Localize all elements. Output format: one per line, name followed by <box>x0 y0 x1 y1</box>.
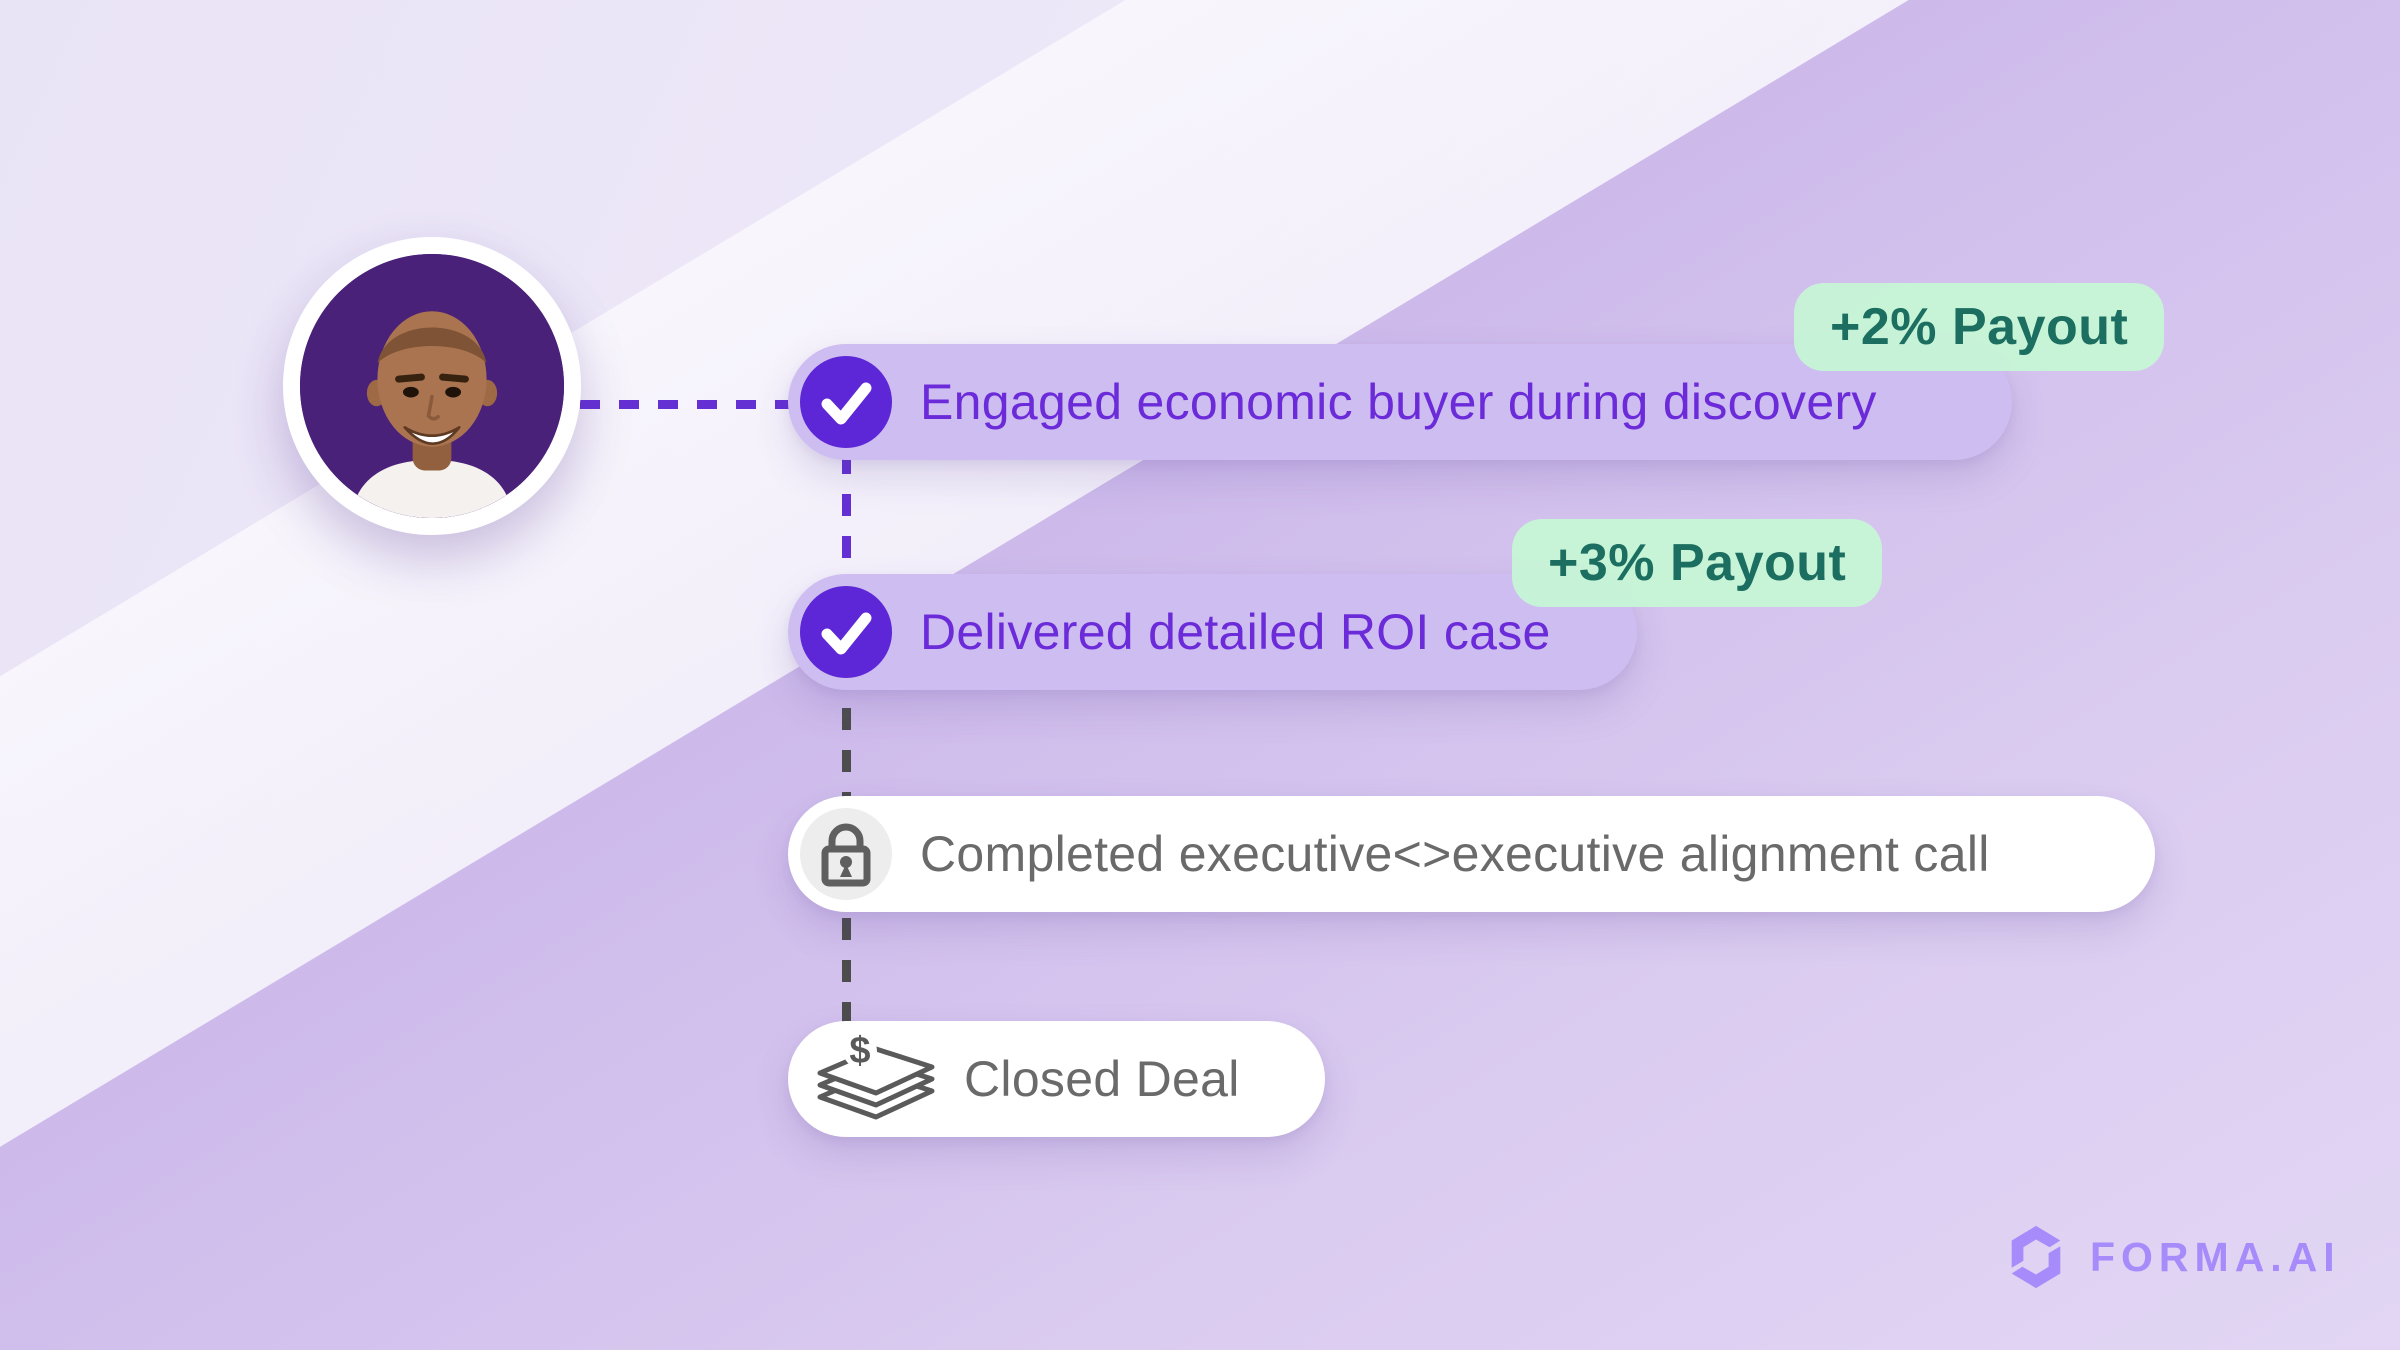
lock-icon <box>800 808 892 900</box>
milestone-label: Closed Deal <box>964 1051 1240 1107</box>
money-stack-icon: $ <box>817 1031 935 1120</box>
milestone-pill-roi-case: Delivered detailed ROI case <box>788 574 1637 690</box>
avatar-illustration <box>300 254 564 518</box>
forma-logo: FORMA.AI <box>2006 1222 2341 1292</box>
check-icon <box>800 356 892 448</box>
milestone-pill-alignment-call: Completed executive<>executive alignment… <box>788 796 2155 912</box>
milestone-pill-closed-deal: $ Closed Deal <box>788 1021 1325 1137</box>
milestone-label: Engaged economic buyer during discovery <box>920 374 1877 430</box>
forma-logo-mark <box>2011 1225 2061 1289</box>
milestone-label: Completed executive<>executive alignment… <box>920 826 1990 882</box>
forma-logo-text: FORMA.AI <box>2090 1233 2341 1280</box>
milestone-label: Delivered detailed ROI case <box>920 604 1551 660</box>
check-icon <box>800 586 892 678</box>
svg-text:$: $ <box>849 1031 870 1072</box>
avatar <box>283 237 581 535</box>
payout-badge-3pct: +3% Payout <box>1512 519 1883 607</box>
payout-badge-2pct: +2% Payout <box>1794 283 2165 371</box>
connector-milestone1-to-2 <box>842 452 851 592</box>
connector-avatar-to-milestone <box>580 400 792 409</box>
